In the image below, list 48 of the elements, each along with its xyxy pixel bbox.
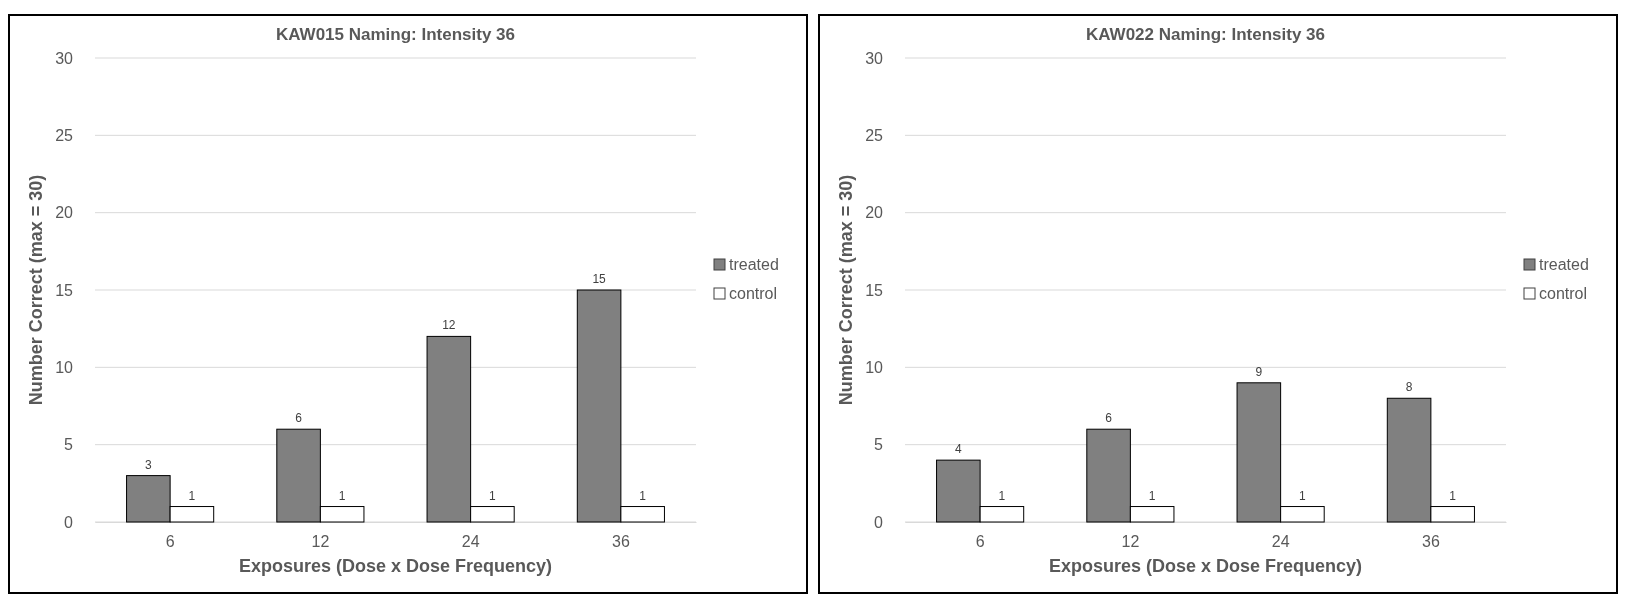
y-tick-label: 30 bbox=[55, 49, 74, 67]
data-label: 1 bbox=[1148, 488, 1156, 503]
y-tick-label: 5 bbox=[64, 436, 74, 454]
x-tick-label: 12 bbox=[311, 533, 330, 551]
data-label: 12 bbox=[442, 318, 456, 333]
y-tick-label: 0 bbox=[874, 513, 884, 531]
data-label: 1 bbox=[338, 488, 346, 503]
data-label: 1 bbox=[1299, 488, 1307, 503]
y-tick-label: 10 bbox=[865, 358, 884, 376]
x-tick-label: 36 bbox=[1421, 533, 1440, 551]
y-tick-label: 20 bbox=[55, 204, 74, 222]
x-tick-label: 24 bbox=[1271, 533, 1290, 551]
x-axis-title: Exposures (Dose x Dose Frequency) bbox=[1048, 556, 1363, 576]
text: control bbox=[729, 285, 778, 302]
data-label: 1 bbox=[188, 488, 196, 503]
y-tick-label: 25 bbox=[865, 126, 884, 144]
y-tick-label: 10 bbox=[55, 358, 74, 376]
y-tick-label: 5 bbox=[874, 436, 884, 454]
y-tick-label: 30 bbox=[865, 49, 884, 67]
text: control bbox=[1539, 285, 1588, 302]
x-tick-label: 36 bbox=[611, 533, 630, 551]
y-tick-label: 15 bbox=[865, 281, 884, 299]
data-label: 1 bbox=[1449, 488, 1457, 503]
x-tick-label: 12 bbox=[1121, 533, 1140, 551]
data-label: 6 bbox=[295, 411, 303, 426]
data-label: 9 bbox=[1255, 364, 1263, 379]
x-tick-label: 24 bbox=[461, 533, 480, 551]
data-label: 1 bbox=[998, 488, 1006, 503]
legend-label: treated bbox=[1539, 256, 1589, 273]
data-label: 15 bbox=[592, 272, 607, 286]
data-label: 8 bbox=[1405, 380, 1413, 395]
y-tick-label: 15 bbox=[55, 281, 74, 299]
chart-title: KAW022 Naming: Intensity 36 bbox=[1085, 25, 1326, 44]
y-tick-label: 25 bbox=[55, 126, 74, 144]
data-label: 1 bbox=[639, 488, 647, 503]
chart-title: KAW015 Naming: Intensity 36 bbox=[275, 25, 516, 44]
data-label: 4 bbox=[954, 442, 962, 457]
x-tick-label: 6 bbox=[975, 533, 985, 551]
x-tick-label: 6 bbox=[165, 533, 175, 551]
data-label: 6 bbox=[1105, 411, 1113, 426]
y-axis-title: Number Correct (max = 30) bbox=[836, 174, 856, 406]
y-tick-label: 0 bbox=[64, 513, 74, 531]
y-axis-title: Number Correct (max = 30) bbox=[26, 174, 46, 406]
x-axis-title: Exposures (Dose x Dose Frequency) bbox=[238, 556, 553, 576]
y-tick-label: 20 bbox=[865, 204, 884, 222]
legend-label: treated bbox=[729, 256, 779, 273]
data-label: 1 bbox=[489, 488, 497, 503]
data-label: 3 bbox=[144, 457, 152, 472]
